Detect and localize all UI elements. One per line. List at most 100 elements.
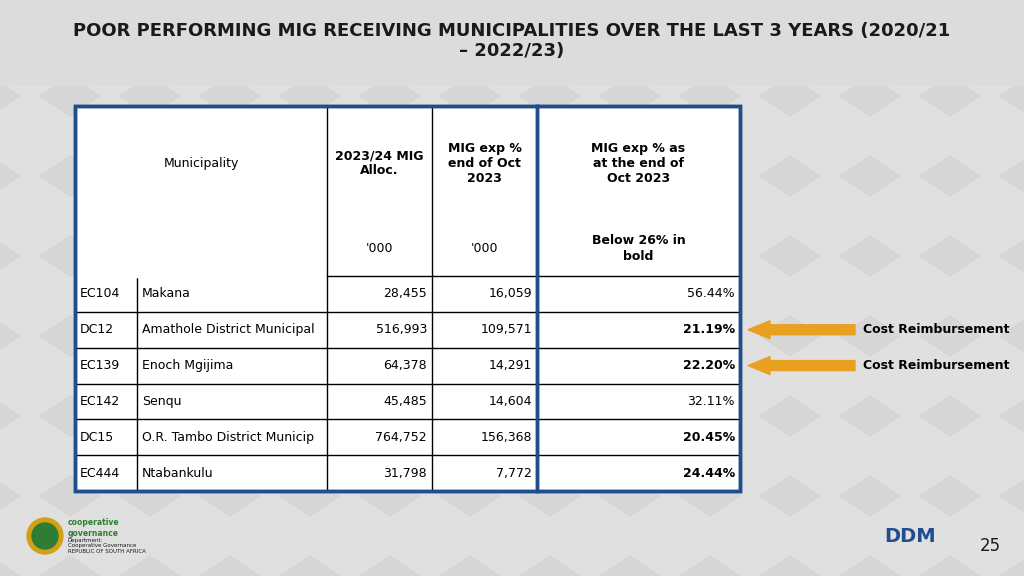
Polygon shape — [360, 76, 420, 116]
Polygon shape — [600, 316, 660, 356]
Polygon shape — [280, 76, 340, 116]
Polygon shape — [440, 236, 500, 276]
Polygon shape — [0, 0, 20, 36]
Polygon shape — [840, 76, 900, 116]
Text: EC104: EC104 — [80, 287, 121, 301]
Polygon shape — [920, 556, 980, 576]
Polygon shape — [920, 76, 980, 116]
Polygon shape — [200, 0, 260, 36]
Text: 31,798: 31,798 — [383, 467, 427, 480]
Polygon shape — [360, 156, 420, 196]
Polygon shape — [0, 236, 20, 276]
Polygon shape — [440, 316, 500, 356]
Polygon shape — [40, 0, 100, 36]
Polygon shape — [520, 236, 580, 276]
Circle shape — [27, 518, 63, 554]
Polygon shape — [360, 0, 420, 36]
Polygon shape — [920, 476, 980, 516]
Polygon shape — [600, 236, 660, 276]
Polygon shape — [120, 0, 180, 36]
Polygon shape — [680, 316, 740, 356]
Polygon shape — [40, 556, 100, 576]
Polygon shape — [120, 556, 180, 576]
Polygon shape — [0, 76, 20, 116]
Polygon shape — [600, 556, 660, 576]
Polygon shape — [40, 316, 100, 356]
Polygon shape — [360, 476, 420, 516]
Polygon shape — [840, 156, 900, 196]
Text: 45,485: 45,485 — [383, 395, 427, 408]
Polygon shape — [760, 156, 820, 196]
Text: 20.45%: 20.45% — [683, 431, 735, 444]
Text: Cost Reimbursement: Cost Reimbursement — [863, 359, 1010, 372]
Polygon shape — [920, 236, 980, 276]
Polygon shape — [200, 556, 260, 576]
Text: Municipality: Municipality — [163, 157, 239, 170]
Text: 109,571: 109,571 — [480, 323, 532, 336]
Polygon shape — [120, 316, 180, 356]
Polygon shape — [280, 236, 340, 276]
Polygon shape — [520, 76, 580, 116]
Text: Ntabankulu: Ntabankulu — [142, 467, 214, 480]
Polygon shape — [0, 476, 20, 516]
Polygon shape — [360, 316, 420, 356]
Polygon shape — [360, 556, 420, 576]
Polygon shape — [840, 0, 900, 36]
Polygon shape — [440, 476, 500, 516]
Polygon shape — [200, 76, 260, 116]
Text: '000: '000 — [366, 242, 393, 255]
Polygon shape — [40, 396, 100, 436]
Polygon shape — [1000, 236, 1024, 276]
Text: 21.19%: 21.19% — [683, 323, 735, 336]
Bar — [75, 106, 740, 491]
Polygon shape — [1000, 316, 1024, 356]
Polygon shape — [120, 156, 180, 196]
Polygon shape — [520, 316, 580, 356]
Text: Department:
Cooperative Governance
REPUBLIC OF SOUTH AFRICA: Department: Cooperative Governance REPUB… — [68, 538, 145, 554]
Polygon shape — [1000, 396, 1024, 436]
Text: 14,604: 14,604 — [488, 395, 532, 408]
Text: Senqu: Senqu — [142, 395, 181, 408]
Polygon shape — [920, 316, 980, 356]
Text: 25: 25 — [979, 537, 1000, 555]
Polygon shape — [40, 476, 100, 516]
Polygon shape — [680, 236, 740, 276]
Polygon shape — [0, 316, 20, 356]
Polygon shape — [280, 556, 340, 576]
Polygon shape — [760, 316, 820, 356]
Text: MIG exp %
end of Oct
2023: MIG exp % end of Oct 2023 — [447, 142, 521, 185]
Polygon shape — [600, 0, 660, 36]
FancyArrow shape — [748, 321, 855, 339]
Bar — [75, 106, 740, 491]
Polygon shape — [280, 0, 340, 36]
Polygon shape — [360, 396, 420, 436]
Polygon shape — [200, 316, 260, 356]
Polygon shape — [760, 556, 820, 576]
Text: MIG exp % as
at the end of
Oct 2023: MIG exp % as at the end of Oct 2023 — [592, 142, 685, 185]
Polygon shape — [760, 76, 820, 116]
Text: 32.11%: 32.11% — [687, 395, 735, 408]
Polygon shape — [920, 396, 980, 436]
Text: 516,993: 516,993 — [376, 323, 427, 336]
Polygon shape — [200, 476, 260, 516]
Polygon shape — [0, 396, 20, 436]
Polygon shape — [600, 156, 660, 196]
Polygon shape — [280, 156, 340, 196]
Bar — [0, 0, 1024, 86]
Polygon shape — [680, 0, 740, 36]
Polygon shape — [840, 556, 900, 576]
Text: 14,291: 14,291 — [488, 359, 532, 372]
Text: DC15: DC15 — [80, 431, 115, 444]
Circle shape — [32, 523, 58, 549]
Polygon shape — [680, 476, 740, 516]
Text: 64,378: 64,378 — [383, 359, 427, 372]
Polygon shape — [840, 476, 900, 516]
Text: 28,455: 28,455 — [383, 287, 427, 301]
Text: cooperative
governance: cooperative governance — [68, 518, 120, 538]
Polygon shape — [520, 476, 580, 516]
Polygon shape — [40, 236, 100, 276]
Polygon shape — [600, 396, 660, 436]
Polygon shape — [760, 476, 820, 516]
Text: POOR PERFORMING MIG RECEIVING MUNICIPALITIES OVER THE LAST 3 YEARS (2020/21
– 20: POOR PERFORMING MIG RECEIVING MUNICIPALI… — [74, 22, 950, 60]
Text: O.R. Tambo District Municip: O.R. Tambo District Municip — [142, 431, 314, 444]
